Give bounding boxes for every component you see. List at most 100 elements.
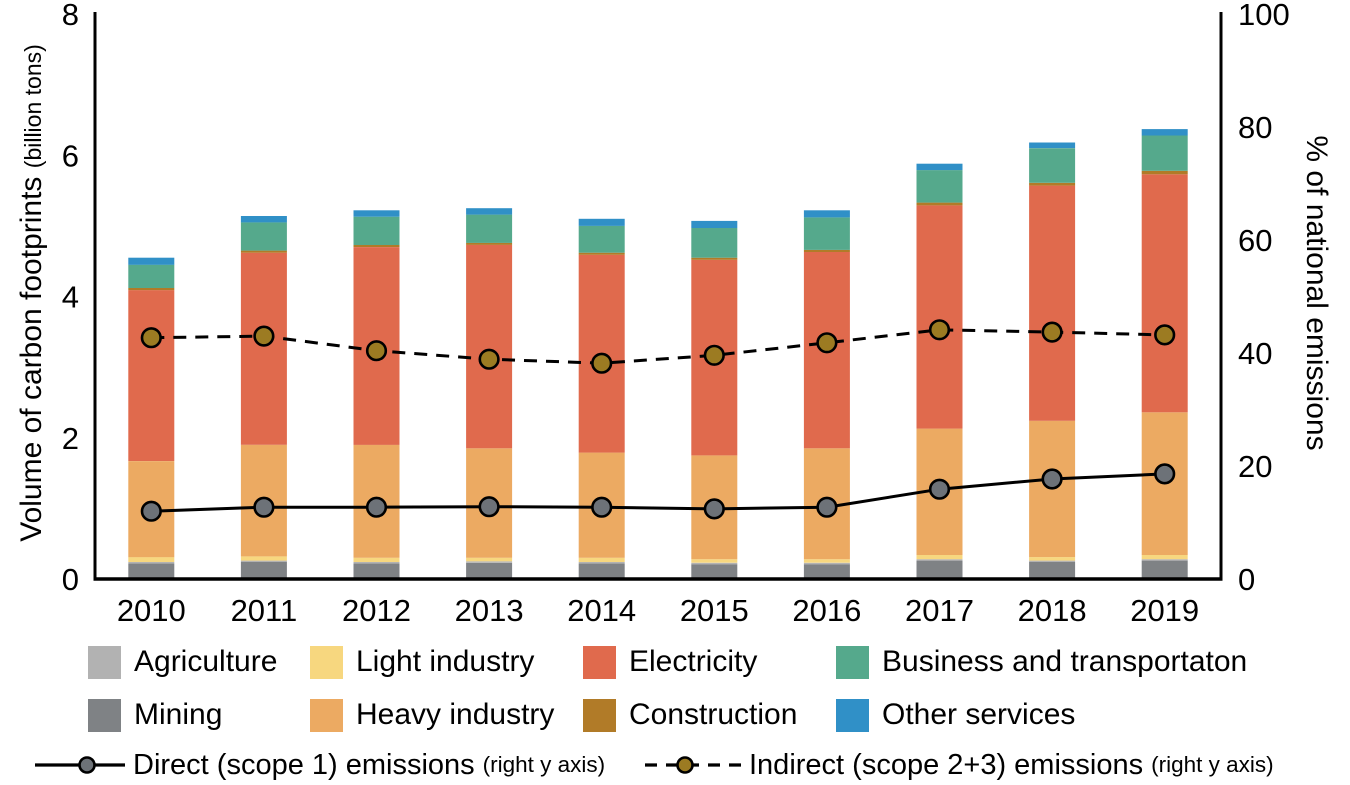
legend-swatch [836,645,869,679]
bar-segment-light-industry-2019 [1141,555,1188,560]
bar-segment-business-and-transportaton-2014 [578,225,625,253]
bar-segment-agriculture-2015 [691,562,738,565]
right-axis-tick-0: 0 [1238,562,1255,597]
indirect-marker-2015 [703,344,725,366]
bar-segment-agriculture-2014 [578,562,625,564]
legend-label: Other services [882,698,1076,731]
bar-segment-business-and-transportaton-2018 [1029,148,1076,183]
indirect-marker-2012 [365,340,388,362]
legend-item-mining: Mining [88,697,222,733]
direct-marker-2016 [816,496,838,518]
bar-segment-business-and-transportaton-2017 [916,170,963,203]
bar-segment-agriculture-2012 [353,562,400,564]
bar-segment-mining-2017 [916,560,963,579]
bar-segment-other-services-2010 [128,257,175,265]
bar-segment-mining-2012 [353,563,400,579]
direct-marker-2010 [140,500,162,522]
indirect-marker-2019 [1154,324,1176,346]
bar-segment-electricity-2011 [240,252,287,445]
x-axis-tick-2010: 2010 [117,593,186,628]
indirect-marker-2010 [140,327,162,349]
left-axis-tick-8: 8 [62,0,79,32]
bar-segment-construction-2013 [466,242,513,245]
indirect-emissions-line [151,328,1165,365]
x-axis-tick-2018: 2018 [1018,593,1087,628]
x-axis-tick-2011: 2011 [231,593,298,628]
x-axis-tick-2013: 2013 [455,593,524,628]
left-axis-title-main: Volume of carbon footprints [15,176,48,542]
bar-segment-construction-2011 [240,250,287,253]
legend-label: Agriculture [134,645,278,678]
bar-segment-other-services-2012 [353,210,400,217]
legend-label: Electricity [629,645,758,678]
bar-segment-mining-2013 [466,562,513,579]
x-axis-tick-2014: 2014 [567,593,636,628]
bar-segment-electricity-2017 [916,205,963,429]
legend-item-construction: Construction [583,697,797,733]
right-axis-tick-100: 100 [1238,0,1290,32]
x-axis-tick-2012: 2012 [342,593,411,628]
indirect-marker-2017 [928,319,951,341]
left-axis-tick-2: 2 [62,421,79,456]
direct-marker-2019 [1154,463,1176,485]
legend-label: Mining [134,698,223,731]
bar-segment-mining-2010 [128,563,175,579]
direct-marker-2018 [1041,468,1063,490]
direct-marker-2014 [591,496,613,518]
bar-segment-other-services-2018 [1029,142,1076,149]
legend-item-light-industry: Light industry [310,644,534,680]
left-axis-title: Volume of carbon footprints (billion ton… [15,0,49,593]
right-axis-title: % of national emissions [1299,73,1333,513]
bar-segment-other-services-2015 [691,220,738,228]
right-axis-tick-60: 60 [1238,223,1272,258]
indirect-marker-2018 [1041,321,1063,343]
bar-segment-light-industry-2017 [916,555,963,560]
direct-marker-2011 [253,496,275,518]
bar-segment-agriculture-2011 [240,560,287,562]
legend-item-heavy-industry: Heavy industry [310,697,554,733]
bar-segment-agriculture-2013 [466,561,513,563]
bar-segment-mining-2018 [1029,562,1076,579]
left-axis-tick-4: 4 [62,280,79,315]
left-axis-tick-6: 6 [62,138,79,173]
bar-segment-other-services-2014 [578,218,625,226]
direct-marker-2017 [928,478,951,500]
legend-label: Light industry [356,645,535,678]
indirect-line-note: (right y axis) [1151,752,1274,777]
direct-line-note: (right y axis) [482,752,606,777]
bar-segment-construction-2015 [691,257,738,260]
bar-segment-electricity-2019 [1141,174,1188,413]
legend-swatch [310,645,343,679]
bar-segment-electricity-2018 [1029,185,1076,421]
bar-segment-mining-2011 [240,562,287,579]
legend-swatch [836,698,869,732]
bar-segment-agriculture-2017 [916,559,963,561]
bar-segment-agriculture-2019 [1141,559,1188,561]
bar-segment-business-and-transportaton-2016 [803,217,850,250]
legend-swatch [310,698,343,732]
bar-segment-other-services-2011 [240,216,287,223]
bar-segment-light-industry-2011 [240,556,287,561]
bar-segment-mining-2016 [803,564,850,579]
direct-emissions-line [151,472,1165,513]
bar-segment-construction-2017 [916,202,963,206]
bar-segment-light-industry-2014 [578,557,625,562]
legend-item-business-and-transportaton: Business and transportaton [836,644,1247,680]
legend-swatch [88,645,121,679]
direct-marker-2013 [478,496,500,518]
bar-segment-other-services-2016 [803,210,850,218]
legend-label: Business and transportaton [882,645,1248,678]
bar-segment-agriculture-2010 [128,562,175,564]
legend-item-other-services: Other services [836,697,1075,733]
x-axis-tick-2016: 2016 [792,593,861,628]
indirect-marker-2014 [591,352,613,374]
x-axis-tick-2015: 2015 [680,593,749,628]
right-axis-tick-20: 20 [1238,449,1272,484]
lines-layer [140,319,1176,522]
indirect-marker-2016 [816,332,838,354]
indirect-marker-2013 [478,348,500,370]
right-axis-tick-40: 40 [1238,336,1272,371]
bar-segment-other-services-2017 [916,163,963,171]
